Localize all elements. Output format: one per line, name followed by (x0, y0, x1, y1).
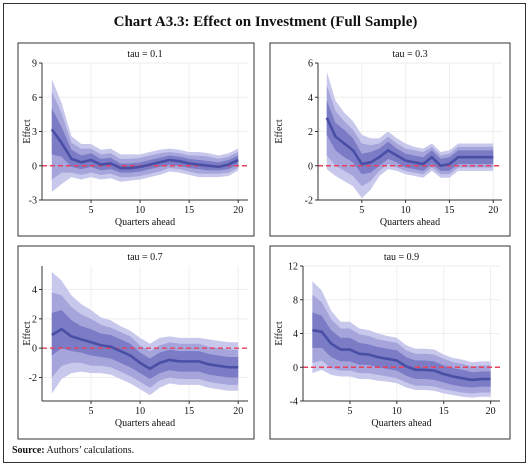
x-tick-label: 5 (89, 205, 94, 216)
y-tick-label: 8 (293, 295, 298, 306)
x-axis-label: Quarters ahead (115, 217, 175, 228)
figure-title: Chart A3.3: Effect on Investment (Full S… (113, 14, 418, 30)
y-tick-label: 0 (308, 161, 313, 172)
source-note: Source: Authors’ calculations. (12, 445, 134, 456)
y-tick-label: 6 (32, 93, 37, 104)
source-text: Authors’ calculations. (46, 445, 135, 456)
effect-line (312, 328, 491, 382)
confidence-band-inner (312, 312, 491, 388)
y-tick-label: 2 (32, 314, 37, 325)
panel-title: tau = 0.3 (392, 49, 427, 60)
y-tick-label: -2 (29, 373, 37, 384)
y-tick-label: 0 (32, 344, 37, 355)
x-axis-label: Quarters ahead (115, 418, 175, 429)
y-tick-label: -2 (305, 196, 313, 207)
x-tick-label: 10 (135, 406, 145, 417)
chart-panel-2: 5 10 15 20 -2 0 2 4 6 tau = 0.3 Quarters ahead Effe… (269, 42, 511, 237)
x-tick-label: 20 (486, 406, 496, 417)
x-tick-label: 15 (439, 406, 449, 417)
y-tick-label: -3 (29, 196, 37, 207)
x-tick-label: 15 (444, 205, 454, 216)
x-tick-label: 10 (401, 205, 411, 216)
chart-panel-1: 5 10 15 20 -3 0 3 6 9 tau = 0.1 Quarters ahead Effe… (17, 42, 255, 237)
y-tick-label: 6 (308, 59, 313, 70)
y-tick-label: 4 (293, 329, 298, 340)
y-axis-label: Effect (22, 119, 33, 143)
effect-line (51, 327, 239, 371)
x-tick-label: 20 (233, 205, 243, 216)
y-tick-label: 4 (32, 285, 37, 296)
panel-title: tau = 0.9 (384, 252, 419, 263)
x-tick-label: 5 (89, 406, 94, 417)
panel-title: tau = 0.7 (127, 252, 162, 263)
y-tick-label: 3 (32, 127, 37, 138)
y-tick-label: 9 (32, 59, 37, 70)
y-axis-label: Effect (22, 321, 33, 345)
x-tick-label: 20 (233, 406, 243, 417)
x-tick-label: 5 (359, 205, 364, 216)
y-tick-label: -4 (290, 397, 298, 408)
y-axis-label: Effect (274, 321, 285, 345)
x-tick-label: 10 (135, 205, 145, 216)
y-axis-label: Effect (274, 119, 285, 143)
effect-line (325, 117, 494, 168)
y-tick-label: 0 (293, 363, 298, 374)
x-axis-label: Quarters ahead (380, 217, 440, 228)
x-tick-label: 15 (184, 205, 194, 216)
source-label: Source: (12, 445, 45, 456)
x-tick-label: 10 (392, 406, 402, 417)
x-tick-label: 15 (184, 406, 194, 417)
x-tick-label: 5 (347, 406, 352, 417)
x-axis-label: Quarters ahead (371, 418, 431, 429)
x-tick-label: 20 (488, 205, 498, 216)
confidence-band-inner (326, 100, 494, 175)
chart-panel-3: 5 10 15 20 -2 0 2 4 tau = 0.7 Quarters ahead Effec… (17, 245, 255, 440)
y-tick-label: 12 (288, 262, 298, 273)
y-tick-label: 0 (32, 161, 37, 172)
panel-title: tau = 0.1 (127, 49, 162, 60)
y-tick-label: 4 (308, 93, 313, 104)
y-tick-label: 2 (308, 127, 313, 138)
effect-line (50, 128, 239, 170)
chart-panel-4: 5 10 15 20 -4 0 4 8 12 tau = 0.9 Quarters ahead Eff… (269, 245, 511, 440)
